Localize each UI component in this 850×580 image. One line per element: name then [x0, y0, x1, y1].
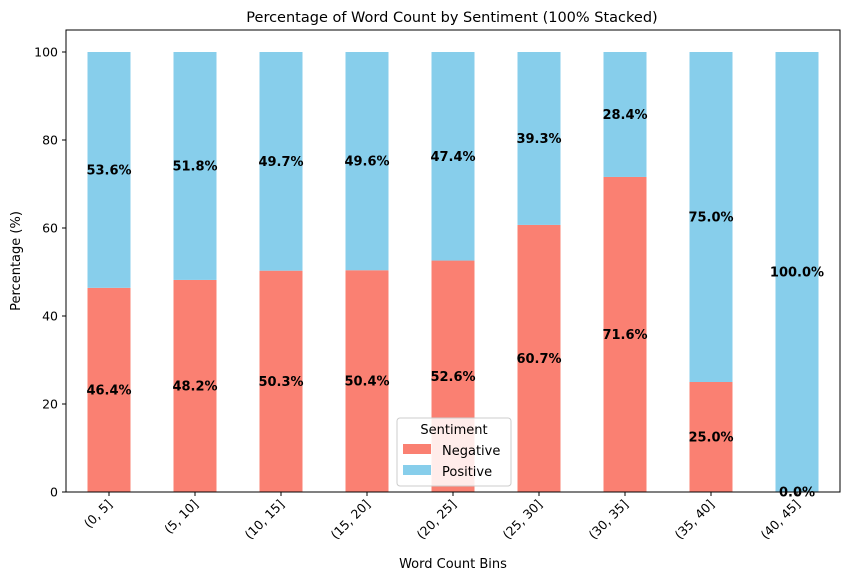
x-tick-label-1: (5, 10]	[161, 497, 201, 537]
bar-negative-2	[259, 270, 303, 492]
x-tick-label-3: (15, 20]	[328, 497, 374, 543]
bar-positive-2	[259, 52, 303, 271]
bar-negative-1	[173, 279, 217, 492]
x-axis-label: Word Count Bins	[399, 557, 507, 572]
y-axis: 0 20 40 60 80 100	[34, 45, 66, 500]
bar-positive-1	[173, 52, 217, 280]
bar-label-positive-3: 49.6%	[344, 155, 389, 170]
y-axis-label: Percentage (%)	[9, 211, 24, 311]
bar-label-negative-7: 25.0%	[688, 431, 733, 446]
x-tick-label-4: (20, 25]	[414, 497, 460, 543]
bar-negative-6	[603, 176, 647, 492]
bars-layer	[87, 52, 819, 493]
bar-negative-0	[87, 287, 131, 492]
chart-title: Percentage of Word Count by Sentiment (1…	[246, 10, 657, 26]
x-tick-label-0: (0, 5]	[81, 497, 115, 531]
y-tick-label-0: 0	[50, 485, 58, 500]
bar-label-negative-0: 46.4%	[86, 383, 131, 398]
legend-title: Sentiment	[420, 423, 487, 438]
bar-label-positive-4: 47.4%	[430, 150, 475, 165]
bar-label-positive-2: 49.7%	[258, 155, 303, 170]
x-tick-label-2: (10, 15]	[242, 497, 288, 543]
y-tick-label-5: 100	[34, 45, 58, 60]
bar-label-positive-7: 75.0%	[688, 211, 733, 226]
bar-label-negative-4: 52.6%	[430, 370, 475, 385]
bar-label-positive-6: 28.4%	[602, 108, 647, 123]
bar-label-negative-2: 50.3%	[258, 375, 303, 390]
x-tick-label-6: (30, 35]	[586, 497, 632, 543]
y-tick-label-2: 40	[42, 309, 58, 324]
bar-label-positive-8: 100.0%	[770, 266, 824, 281]
bar-label-positive-1: 51.8%	[172, 159, 217, 174]
bar-labels-layer: 46.4% 53.6% 48.2% 51.8% 50.3% 49.7% 50.4% 49.6%…	[86, 108, 824, 501]
bar-negative-7	[689, 382, 733, 492]
bar-positive-4	[431, 52, 475, 261]
x-tick-label-7: (35, 40]	[672, 497, 718, 543]
bar-negative-5	[517, 224, 561, 493]
x-tick-label-5: (25, 30]	[500, 497, 546, 543]
bar-positive-5	[517, 52, 561, 225]
legend-label-negative: Negative	[442, 444, 500, 459]
bar-label-negative-6: 71.6%	[602, 328, 647, 343]
bar-label-positive-5: 39.3%	[516, 132, 561, 147]
bar-negative-3	[345, 270, 389, 492]
bar-label-negative-5: 60.7%	[516, 352, 561, 367]
bar-label-negative-3: 50.4%	[344, 375, 389, 390]
bar-positive-3	[345, 52, 389, 271]
legend-label-positive: Positive	[442, 465, 492, 480]
legend-swatch-negative	[403, 444, 431, 454]
bar-positive-8	[775, 52, 819, 492]
legend: Sentiment Negative Positive	[396, 417, 512, 487]
x-axis: (0, 5] (5, 10] (10, 15] (15, 20] (20, 25] (25…	[81, 492, 803, 542]
y-tick-label-3: 60	[42, 221, 58, 236]
y-tick-label-4: 80	[42, 133, 58, 148]
bar-label-negative-1: 48.2%	[172, 379, 217, 394]
plot-frame	[65, 29, 841, 493]
bar-positive-0	[87, 52, 131, 288]
bar-positive-6	[603, 52, 647, 177]
bar-label-positive-0: 53.6%	[86, 163, 131, 178]
y-tick-label-1: 20	[42, 397, 58, 412]
bar-positive-7	[689, 52, 733, 382]
x-tick-label-8: (40, 45]	[758, 497, 804, 543]
legend-swatch-positive	[403, 465, 431, 475]
